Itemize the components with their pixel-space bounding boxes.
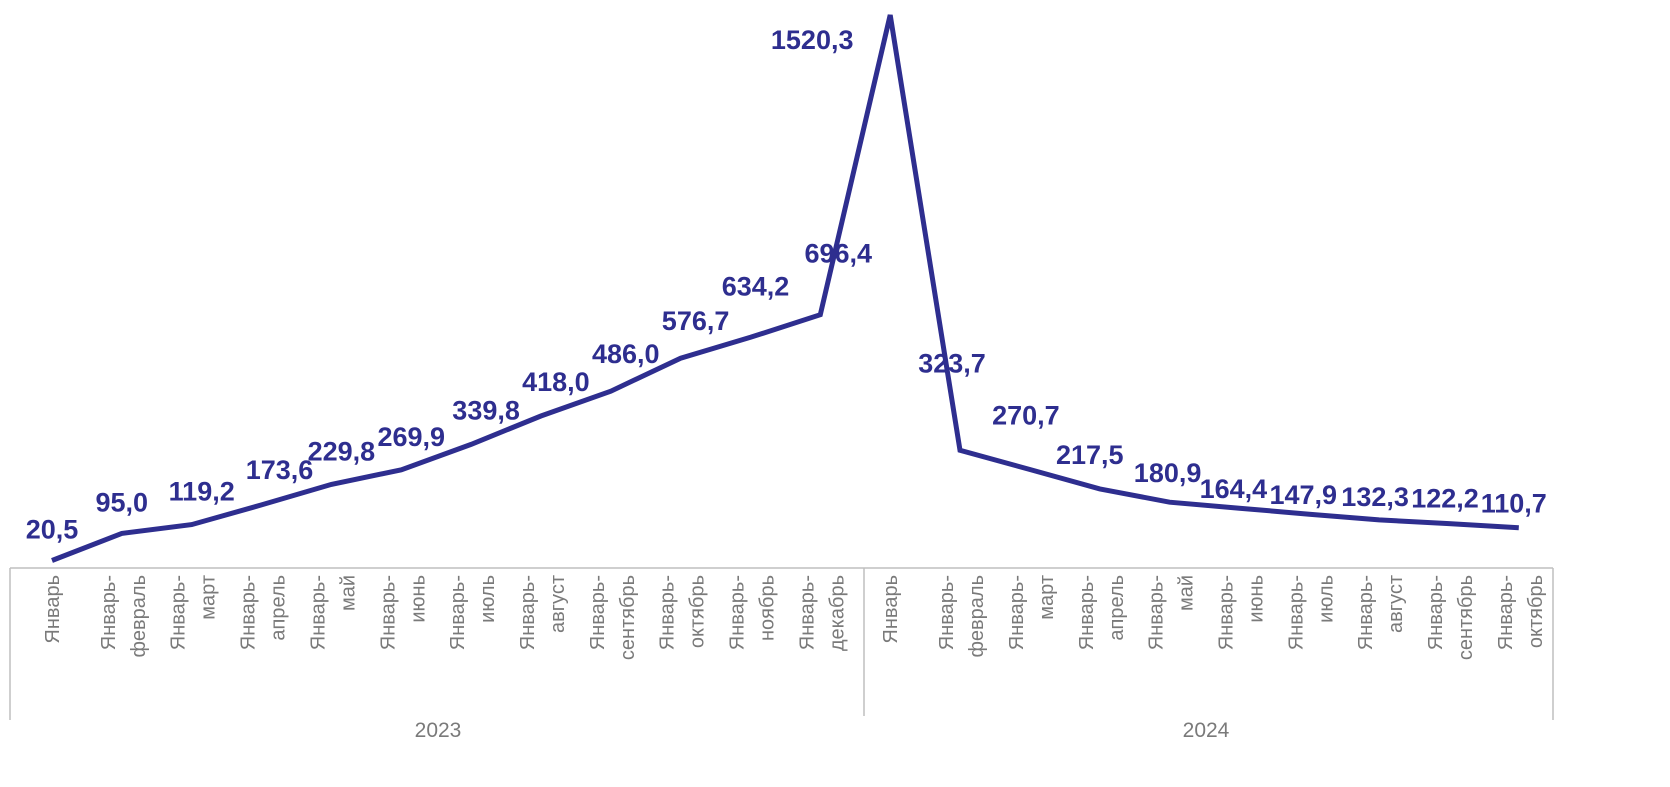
- data-label-17: 180,9: [1134, 458, 1202, 488]
- x-tick-label-line: май: [1176, 575, 1198, 611]
- x-tick-label-2: Январь-февраль: [98, 575, 150, 658]
- data-label-6: 269,9: [378, 422, 446, 452]
- x-tick-label-line: март: [1036, 575, 1058, 620]
- x-tick-label-13: Январь: [880, 575, 902, 644]
- data-label-11: 634,2: [722, 271, 790, 301]
- data-label-16: 217,5: [1056, 440, 1124, 470]
- data-label-8: 418,0: [522, 367, 590, 397]
- x-tick-label-line: Январь-: [1006, 575, 1028, 650]
- data-label-2: 95,0: [96, 487, 149, 517]
- x-tick-label-12: Январь-декабрь: [796, 575, 848, 651]
- data-label-21: 122,2: [1411, 484, 1479, 514]
- x-tick-label-17: Январь-май: [1146, 575, 1198, 650]
- x-tick-label-10: Январь-октябрь: [657, 575, 709, 650]
- x-tick-label-line: Январь-: [657, 575, 679, 650]
- x-tick-label-line: Январь: [880, 575, 902, 644]
- x-tick-label-16: Январь-апрель: [1076, 575, 1128, 650]
- x-tick-label-line: февраль: [128, 575, 150, 658]
- x-tick-label-line: август: [1385, 575, 1407, 633]
- data-label-22: 110,7: [1481, 489, 1547, 519]
- data-label-15: 270,7: [992, 401, 1060, 431]
- x-tick-label-15: Январь-март: [1006, 575, 1058, 650]
- x-tick-label-line: июнь: [407, 575, 429, 623]
- x-tick-label-line: Январь-: [1146, 575, 1168, 650]
- series-line: [51, 14, 1519, 563]
- x-tick-label-line: август: [547, 575, 569, 633]
- x-tick-label-line: октябрь: [687, 575, 709, 648]
- x-tick-label-1: Январь: [42, 575, 64, 644]
- x-tick-label-line: Январь-: [307, 575, 329, 650]
- x-tick-label-21: Январь-сентябрь: [1425, 575, 1477, 660]
- x-tick-label-line: Январь-: [1215, 575, 1237, 650]
- x-tick-label-line: сентябрь: [1455, 575, 1477, 660]
- x-tick-label-line: июль: [477, 575, 499, 623]
- x-tick-label-18: Январь-июнь: [1215, 575, 1267, 650]
- x-tick-label-line: ноябрь: [757, 575, 779, 641]
- x-tick-label-line: июнь: [1245, 575, 1267, 623]
- x-tick-label-line: Январь-: [1425, 575, 1447, 650]
- x-tick-label-line: Январь-: [587, 575, 609, 650]
- x-tick-label-line: Январь: [42, 575, 64, 644]
- x-tick-label-line: февраль: [966, 575, 988, 658]
- x-tick-label-line: декабрь: [826, 575, 848, 651]
- x-tick-label-7: Январь-июль: [447, 575, 499, 650]
- x-tick-label-line: апрель: [1106, 575, 1128, 641]
- x-tick-label-line: Январь-: [1285, 575, 1307, 650]
- data-label-7: 339,8: [452, 395, 520, 425]
- x-tick-label-19: Январь-июль: [1285, 575, 1337, 650]
- x-tick-label-line: июль: [1315, 575, 1337, 623]
- x-tick-label-3: Январь-март: [168, 575, 220, 650]
- x-tick-label-line: Январь-: [168, 575, 190, 650]
- x-tick-label-line: Январь-: [517, 575, 539, 650]
- x-tick-label-line: май: [337, 575, 359, 611]
- x-tick-label-line: Январь-: [936, 575, 958, 650]
- x-tick-label-5: Январь-май: [307, 575, 359, 650]
- data-label-10: 576,7: [662, 306, 730, 336]
- x-tick-label-line: Январь-: [1355, 575, 1377, 650]
- data-label-3: 119,2: [169, 477, 235, 507]
- x-tick-label-line: Январь-: [377, 575, 399, 650]
- x-tick-label-line: октябрь: [1525, 575, 1547, 648]
- data-label-5: 229,8: [308, 436, 376, 466]
- x-tick-label-line: Январь-: [727, 575, 749, 650]
- x-tick-label-8: Январь-август: [517, 575, 569, 650]
- x-tick-label-line: Январь-: [238, 575, 260, 650]
- data-label-12: 696,4: [805, 239, 873, 269]
- x-tick-label-line: Январь-: [1495, 575, 1517, 650]
- x-tick-label-11: Январь-ноябрь: [727, 575, 779, 650]
- data-label-13: 1520,3: [771, 25, 854, 55]
- x-tick-label-9: Январь-сентябрь: [587, 575, 639, 660]
- data-label-4: 173,6: [246, 455, 314, 485]
- x-tick-label-line: сентябрь: [617, 575, 639, 660]
- data-label-1: 20,5: [26, 515, 79, 545]
- x-tick-label-line: Январь-: [1076, 575, 1098, 650]
- x-tick-label-4: Январь-апрель: [238, 575, 290, 650]
- x-tick-label-14: Январь-февраль: [936, 575, 988, 658]
- x-tick-label-line: март: [198, 575, 220, 620]
- year-group-label-2023: 2023: [415, 719, 462, 742]
- x-tick-label-line: Январь-: [796, 575, 818, 650]
- x-tick-label-20: Январь-август: [1355, 575, 1407, 650]
- data-label-18: 164,4: [1200, 474, 1268, 504]
- x-tick-label-line: Январь-: [98, 575, 120, 650]
- x-tick-label-6: Январь-июнь: [377, 575, 429, 650]
- year-group-label-2024: 2024: [1183, 719, 1230, 742]
- data-label-9: 486,0: [592, 339, 660, 369]
- x-tick-label-line: апрель: [268, 575, 290, 641]
- data-label-20: 132,3: [1341, 482, 1409, 512]
- x-tick-label-line: Январь-: [447, 575, 469, 650]
- data-label-19: 147,9: [1270, 480, 1338, 510]
- x-tick-label-22: Январь-октябрь: [1495, 575, 1547, 650]
- data-label-14: 323,7: [918, 348, 986, 378]
